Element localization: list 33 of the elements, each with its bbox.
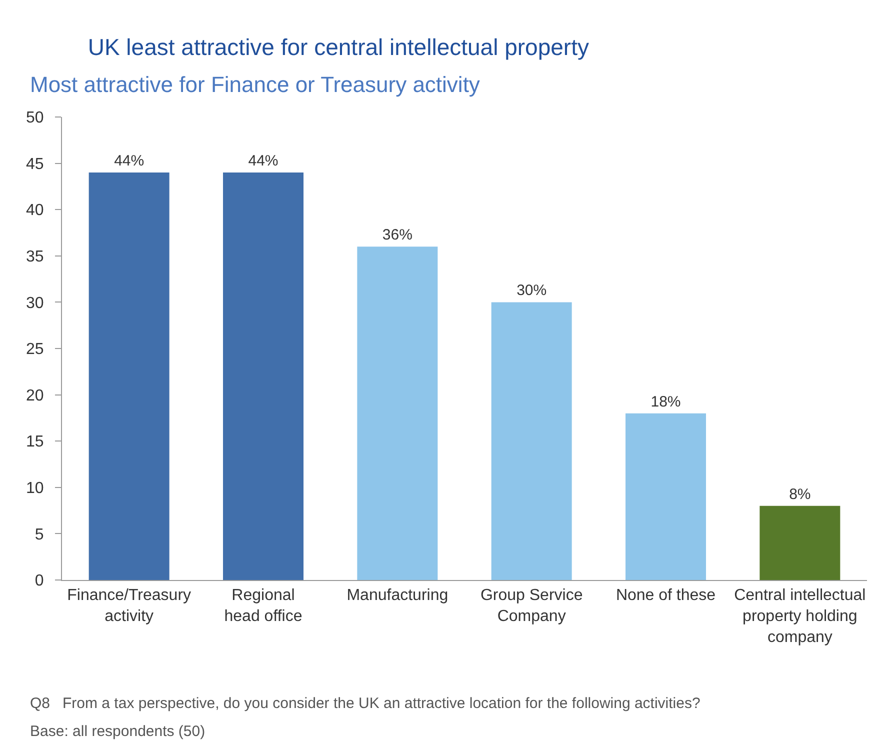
bar — [760, 506, 840, 580]
data-label: 36% — [382, 226, 412, 244]
x-tick-label: Manufacturing — [346, 587, 448, 604]
data-label: 30% — [516, 282, 547, 300]
y-tick-label: 25 — [26, 341, 44, 358]
bar — [626, 413, 706, 580]
y-tick-label: 5 — [34, 526, 44, 544]
y-tick-label: 20 — [26, 387, 44, 404]
x-tick-label: None of these — [616, 587, 716, 604]
chart-subtitle: Most attractive for Finance or Treasury activity — [30, 72, 480, 97]
y-tick-label: 15 — [26, 434, 44, 451]
data-label: 44% — [248, 152, 278, 170]
x-tick-label: Group Service Company — [480, 587, 583, 625]
y-tick-label: 40 — [26, 202, 44, 220]
bar — [357, 246, 438, 580]
chart-title: UK least attractive for central intellectual property — [88, 34, 590, 60]
bar — [491, 302, 572, 580]
text: Q8 From a tax perspective, do you consider the UK an attractive location for the following activities? — [30, 695, 700, 712]
bar — [88, 172, 170, 580]
bar — [223, 172, 304, 580]
data-label: 44% — [114, 152, 144, 170]
y-tick-label: 45 — [26, 156, 44, 173]
x-tick-label: Central intellectual property holding company — [734, 587, 866, 646]
y-tick-label: 35 — [26, 248, 44, 266]
x-tick-label: Regional head office — [224, 587, 302, 625]
y-tick-label: 10 — [26, 480, 44, 497]
text: Base: all respondents (50) — [30, 723, 206, 740]
y-tick-label: 0 — [34, 572, 44, 590]
y-tick-label: 30 — [26, 294, 44, 312]
data-label: 8% — [789, 486, 811, 503]
y-tick-label: 50 — [26, 110, 44, 127]
data-label: 18% — [650, 393, 681, 410]
x-tick-label: Finance/Treasury activity — [67, 587, 192, 625]
